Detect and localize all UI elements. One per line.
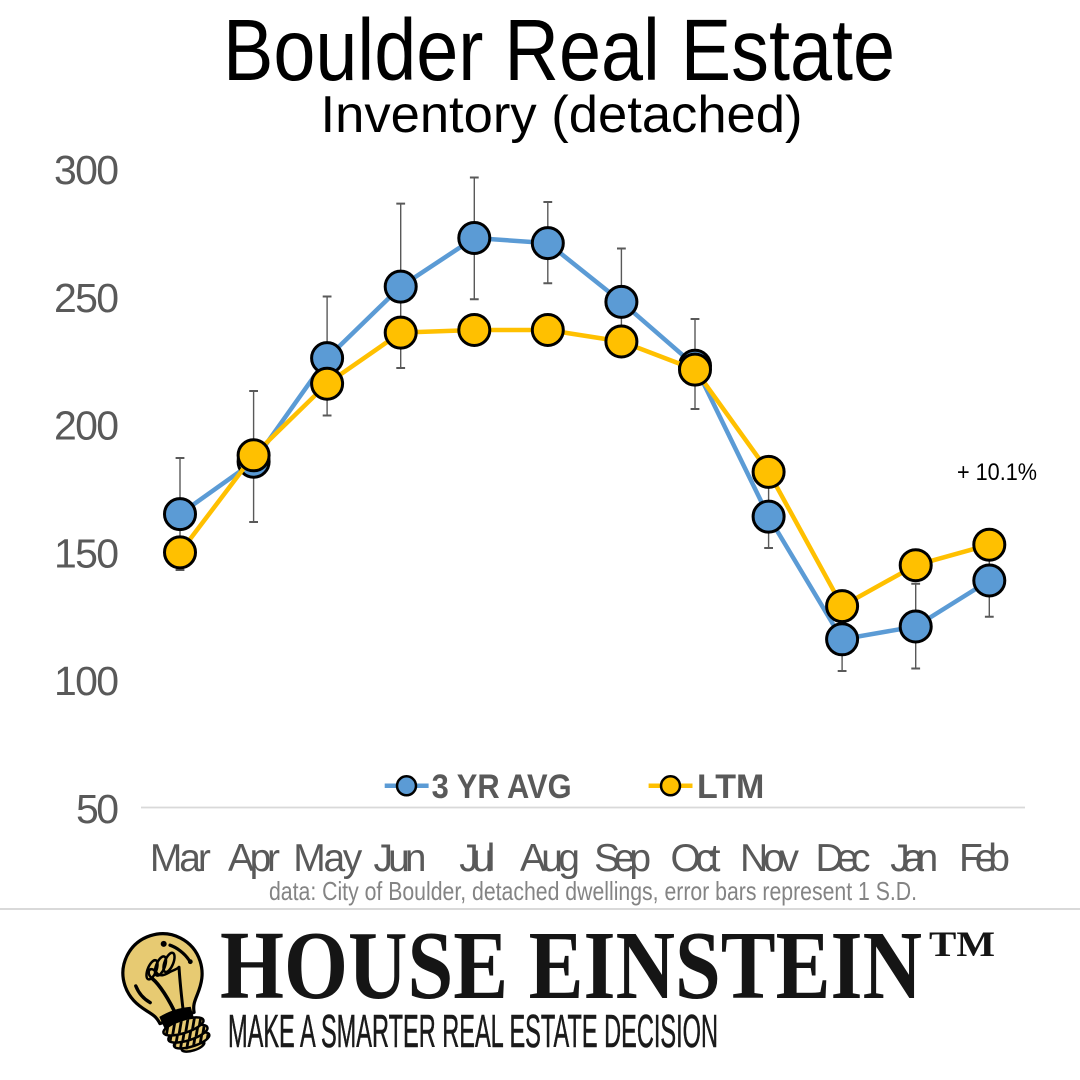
svg-text:data: City of Boulder, detache: data: City of Boulder, detached dwelling… (269, 876, 917, 906)
svg-text:Aug: Aug (520, 837, 580, 880)
svg-text:Sep: Sep (594, 837, 651, 880)
svg-text:Nov: Nov (740, 837, 800, 880)
svg-text:LTM: LTM (697, 768, 764, 806)
svg-text:100: 100 (54, 658, 119, 704)
svg-text:3 YR AVG: 3 YR AVG (432, 768, 572, 806)
svg-text:Apr: Apr (228, 837, 280, 880)
svg-text:Oct: Oct (671, 837, 721, 880)
svg-text:Mar: Mar (150, 837, 211, 880)
svg-text:50: 50 (76, 786, 119, 832)
svg-text:300: 300 (54, 147, 119, 193)
svg-text:Jan: Jan (890, 837, 938, 880)
svg-text:May: May (293, 837, 363, 880)
svg-text:MAKE A SMARTER REAL ESTATE DEC: MAKE A SMARTER REAL ESTATE DECISION (228, 1005, 718, 1057)
svg-text:Inventory (detached): Inventory (detached) (321, 86, 803, 144)
svg-text:TM: TM (929, 924, 995, 964)
svg-text:Boulder Real Estate: Boulder Real Estate (223, 2, 895, 99)
svg-text:Dec: Dec (816, 837, 871, 880)
svg-text:+ 10.1%: + 10.1% (957, 459, 1037, 486)
svg-text:150: 150 (54, 530, 119, 576)
svg-text:Jun: Jun (374, 837, 427, 880)
svg-text:250: 250 (54, 275, 119, 321)
svg-text:Jul: Jul (459, 837, 495, 880)
svg-text:HOUSE EINSTEIN: HOUSE EINSTEIN (220, 912, 922, 1019)
svg-text:200: 200 (54, 403, 119, 449)
svg-text:Feb: Feb (959, 837, 1010, 880)
